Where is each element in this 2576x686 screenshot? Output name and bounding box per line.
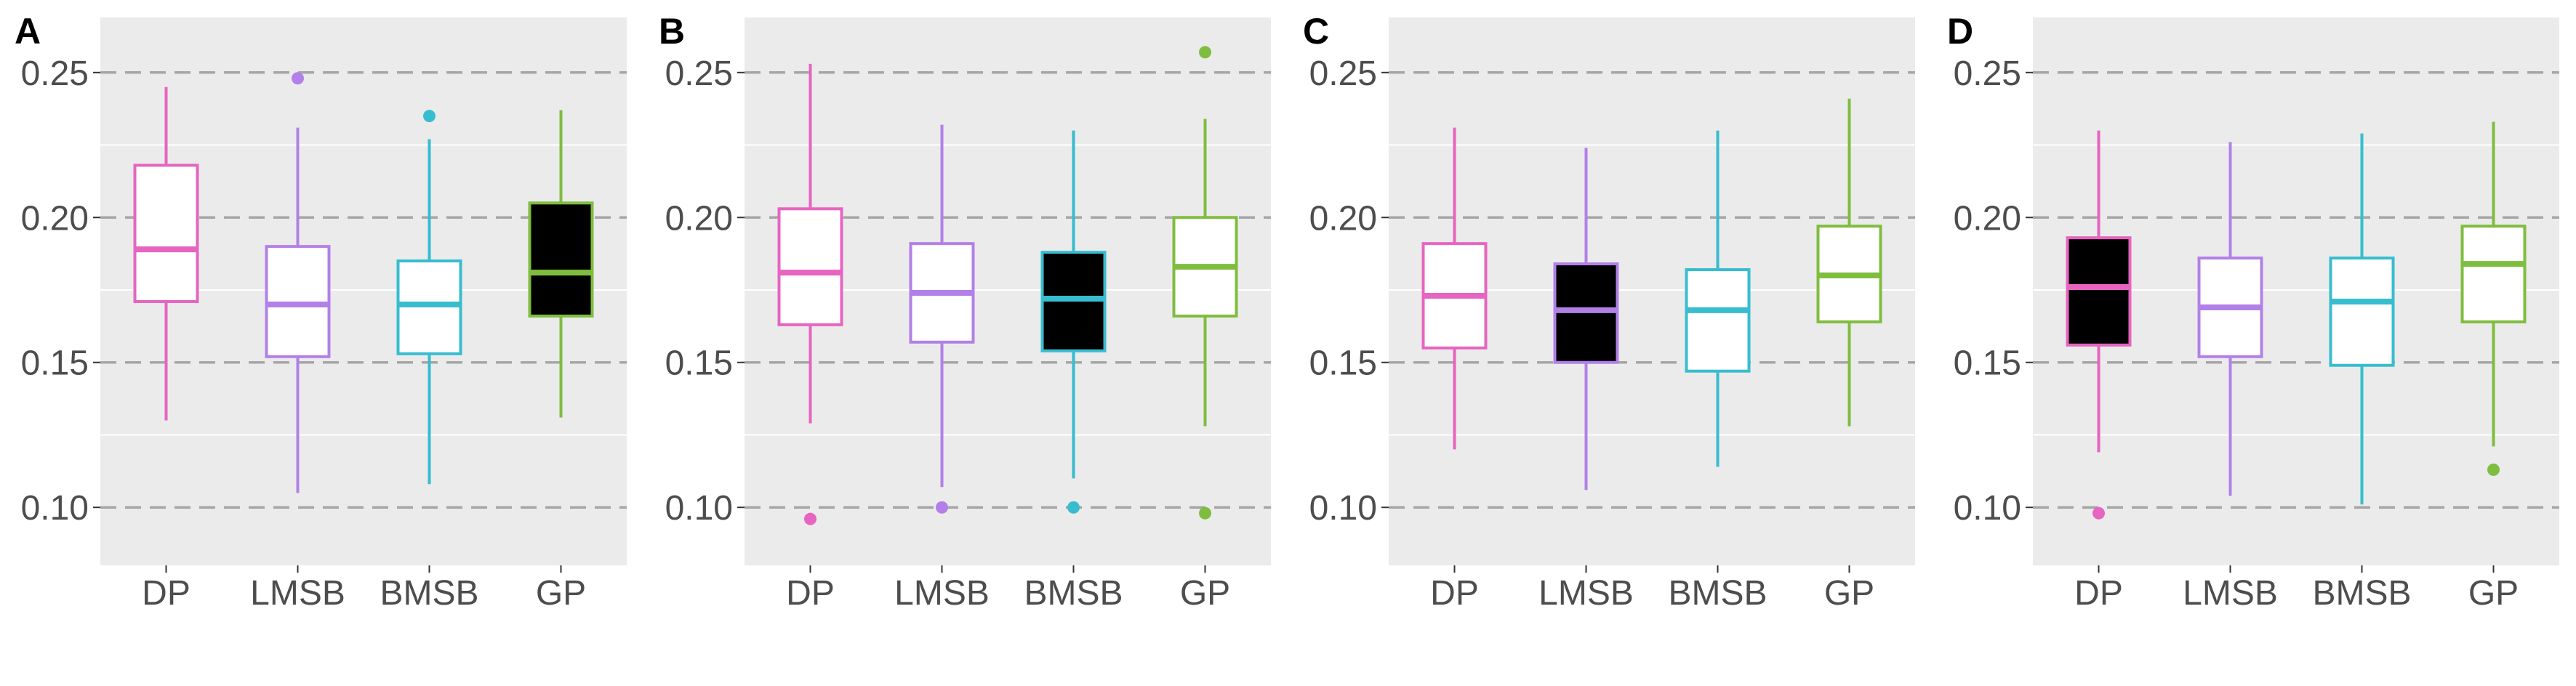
y-tick-label: 0.15 — [21, 344, 89, 383]
box-body — [133, 164, 199, 303]
panel-c: C 0.10 0.15 0.20 0.25 DP LMSB BMSB GP — [1288, 0, 1933, 686]
x-tick-label: LMSB — [250, 574, 345, 613]
x-tick-label: GP — [1824, 574, 1874, 613]
y-tick-label: 0.20 — [665, 199, 733, 238]
outlier-point — [804, 512, 816, 525]
chart-a: 0.10 0.15 0.20 0.25 DP LMSB BMSB GP — [21, 17, 627, 613]
outlier-point — [292, 72, 304, 85]
panel-b: B 0.10 0.15 0.20 0.25 DP LMSB BMSB GP — [644, 0, 1288, 686]
chart-b: 0.10 0.15 0.20 0.25 DP LMSB BMSB GP — [665, 17, 1271, 613]
x-tick-label: GP — [536, 574, 586, 613]
x-tick-label: LMSB — [2183, 574, 2278, 613]
box-body — [2066, 236, 2132, 347]
outlier-point — [1199, 46, 1211, 59]
x-tick-label: LMSB — [894, 574, 990, 613]
box-body — [1685, 268, 1751, 373]
x-tick-label: BMSB — [380, 574, 478, 613]
y-tick-label: 0.25 — [665, 55, 733, 93]
panel-letter-a: A — [15, 11, 41, 52]
x-tick-label: BMSB — [1668, 574, 1767, 613]
box-body — [528, 201, 594, 318]
box-body — [777, 207, 843, 326]
outlier-point — [2487, 463, 2500, 476]
x-tick-label: BMSB — [2312, 574, 2411, 613]
panel-letter-b: B — [659, 11, 686, 52]
outlier-point — [1199, 507, 1211, 520]
y-tick-label: 0.20 — [21, 199, 89, 238]
y-tick-label: 0.10 — [1954, 489, 2021, 528]
outlier-point — [1067, 501, 1080, 514]
panel-letter-c: C — [1303, 11, 1330, 52]
outlier-point — [936, 501, 948, 514]
outlier-point — [2093, 507, 2105, 520]
box-body — [2329, 257, 2395, 367]
chart-d: 0.10 0.15 0.20 0.25 DP LMSB BMSB GP — [1954, 17, 2559, 613]
y-tick-label: 0.15 — [1954, 344, 2021, 383]
y-tick-label: 0.25 — [1309, 55, 1377, 93]
x-tick-label: DP — [1430, 574, 1479, 613]
y-tick-label: 0.15 — [665, 344, 733, 383]
panel-letter-d: D — [1947, 11, 1974, 52]
y-tick-label: 0.25 — [1954, 55, 2021, 93]
outlier-point — [423, 110, 436, 123]
y-tick-label: 0.15 — [1309, 344, 1377, 383]
y-tick-label: 0.10 — [665, 489, 733, 528]
y-tick-label: 0.10 — [1309, 489, 1377, 528]
y-tick-label: 0.10 — [21, 489, 89, 528]
x-tick-label: DP — [2074, 574, 2123, 613]
y-tick-label: 0.20 — [1309, 199, 1377, 238]
chart-c: 0.10 0.15 0.20 0.25 DP LMSB BMSB GP — [1309, 17, 1915, 613]
x-tick-label: DP — [142, 574, 190, 613]
y-tick-label: 0.20 — [1954, 199, 2021, 238]
x-tick-label: BMSB — [1024, 574, 1123, 613]
x-tick-label: GP — [1180, 574, 1230, 613]
panel-d: D 0.10 0.15 0.20 0.25 DP LMSB BMSB GP — [1933, 0, 2576, 686]
box-body — [2460, 225, 2527, 323]
y-tick-label: 0.25 — [21, 55, 89, 93]
x-tick-label: DP — [786, 574, 835, 613]
x-tick-label: LMSB — [1538, 574, 1634, 613]
x-tick-label: GP — [2468, 574, 2519, 613]
panel-a: A 0.10 0.15 0.20 0.25 DP LMSB BMSB GP — [0, 0, 644, 686]
